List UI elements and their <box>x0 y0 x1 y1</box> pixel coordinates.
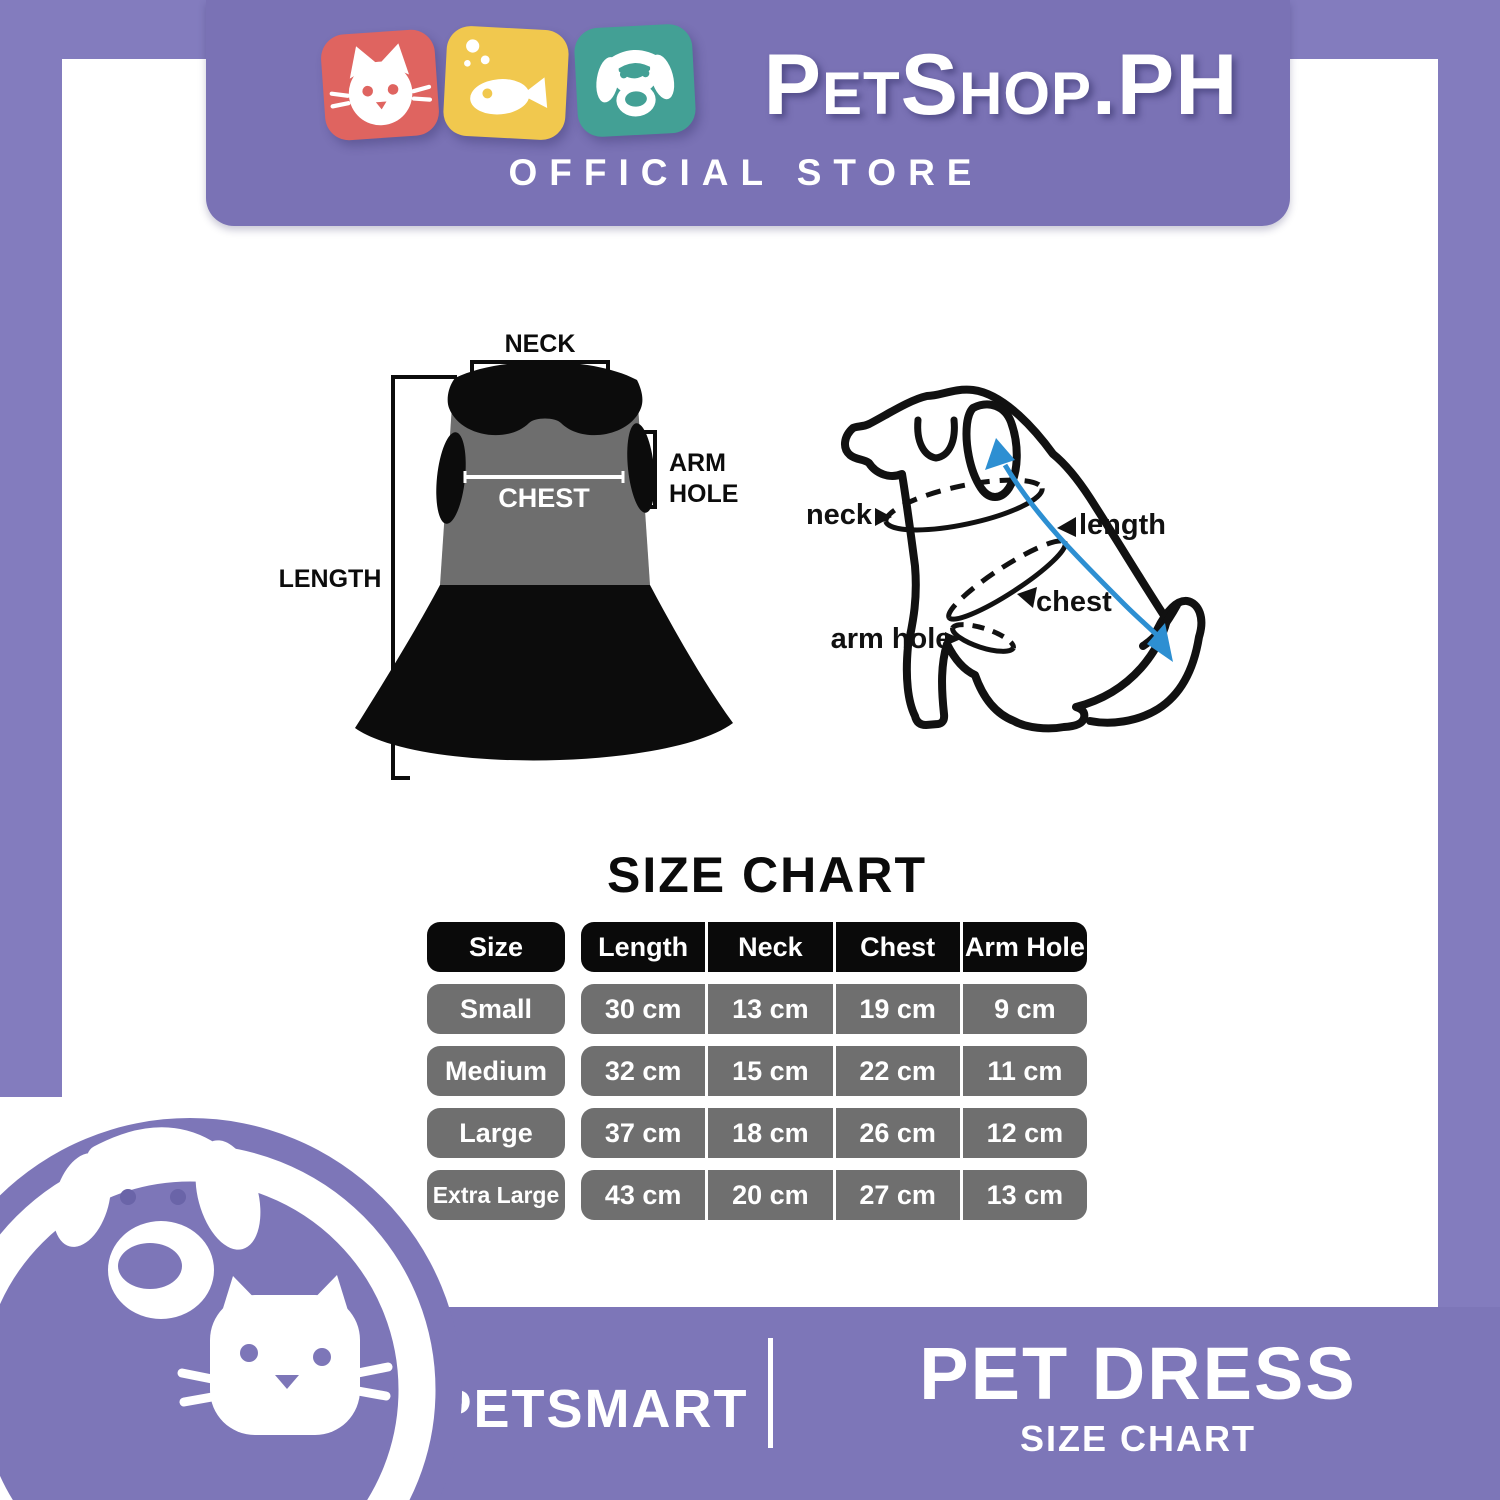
chest-pointer <box>1017 587 1037 608</box>
column-header-neck: Neck <box>705 922 832 972</box>
chest-loop-back <box>946 538 1067 619</box>
logo-dog-face <box>53 1127 261 1319</box>
dog-chest-label: chest <box>1036 586 1112 618</box>
dress-neck-label: NECK <box>505 330 576 358</box>
dress-right-sleeve <box>627 423 655 513</box>
header-banner: PetShop.PH OFFICIAL STORE <box>206 0 1290 226</box>
dress-measurement-diagram: NECK LENGTH ARM HOLE CHEST <box>279 330 738 780</box>
row-values: 37 cm 18 cm 26 cm 12 cm <box>581 1108 1087 1158</box>
table-row-small: Small 30 cm 13 cm 19 cm 9 cm <box>427 984 1087 1034</box>
cell-chest: 26 cm <box>832 1108 960 1158</box>
row-label: Large <box>427 1108 565 1158</box>
length-arrowhead-bottom <box>1147 623 1173 662</box>
fish-icon <box>442 24 570 142</box>
dress-collar <box>447 361 643 436</box>
dog-inner-ear <box>914 416 958 462</box>
arm-hole-loop-back <box>950 622 1016 649</box>
column-header-chest: Chest <box>832 922 960 972</box>
row-label: Medium <box>427 1046 565 1096</box>
cell-neck: 13 cm <box>705 984 832 1034</box>
row-label: Small <box>427 984 565 1034</box>
row-values: 30 cm 13 cm 19 cm 9 cm <box>581 984 1087 1034</box>
footer-store-name: PETSMART <box>435 1379 749 1439</box>
dress-arm-label-2: HOLE <box>669 480 738 508</box>
row-values: 32 cm 15 cm 22 cm 11 cm <box>581 1046 1087 1096</box>
dress-bodice <box>440 405 650 585</box>
row-values: 43 cm 20 cm 27 cm 13 cm <box>581 1170 1087 1220</box>
size-chart-title: SIZE CHART <box>607 847 927 903</box>
cell-neck: 20 cm <box>705 1170 832 1220</box>
arm-hole-pointer <box>945 632 961 646</box>
logo-cat-face <box>177 1275 393 1435</box>
dress-chest-label: CHEST <box>498 483 590 513</box>
brand-logo-text: PetShop.PH <box>763 37 1239 133</box>
column-header-size: Size <box>427 922 565 972</box>
neck-loop-front <box>883 488 1045 533</box>
table-header-row: Size Length Neck Chest Arm Hole <box>427 922 1087 972</box>
neck-loop-back <box>883 477 1045 522</box>
length-pointer <box>1057 517 1076 537</box>
neck-pointer <box>875 508 892 526</box>
row-label: Extra Large <box>427 1170 565 1220</box>
cell-neck: 15 cm <box>705 1046 832 1096</box>
length-arrow-curve <box>1002 463 1163 641</box>
cell-chest: 27 cm <box>832 1170 960 1220</box>
header-measure-group: Length Neck Chest Arm Hole <box>581 922 1087 972</box>
table-row-extra-large: Extra Large 43 cm 20 cm 27 cm 13 cm <box>427 1170 1087 1220</box>
dog-neck-label: neck <box>806 499 873 531</box>
dog-length-label: length <box>1079 509 1166 541</box>
cell-arm-hole: 9 cm <box>959 984 1087 1034</box>
brand-tagline: OFFICIAL STORE <box>508 152 984 193</box>
column-header-length: Length <box>598 931 689 962</box>
table-row-large: Large 37 cm 18 cm 26 cm 12 cm <box>427 1108 1087 1158</box>
content-sheet <box>62 59 1438 1307</box>
dog-tail <box>1086 596 1206 727</box>
cell-length: 43 cm <box>604 1179 682 1210</box>
dog-body-outline <box>841 385 1171 733</box>
dog-arm-hole-label: arm hole <box>831 623 952 655</box>
cell-arm-hole: 11 cm <box>959 1046 1087 1096</box>
cell-arm-hole: 12 cm <box>959 1108 1087 1158</box>
footer-product-subtitle: SIZE CHART <box>1020 1418 1256 1459</box>
cell-length: 32 cm <box>604 1055 682 1086</box>
dog-icon <box>573 22 697 139</box>
size-chart-table: Size Length Neck Chest Arm Hole Small 30… <box>427 922 1087 1232</box>
length-bracket <box>391 375 457 780</box>
length-arrowhead-top <box>985 438 1015 470</box>
cell-neck: 18 cm <box>705 1108 832 1158</box>
logo-ring <box>0 1144 436 1500</box>
footer-divider <box>768 1338 773 1448</box>
cell-chest: 19 cm <box>832 984 960 1034</box>
dress-arm-label-1: ARM <box>669 449 726 477</box>
cell-chest: 22 cm <box>832 1046 960 1096</box>
column-header-arm-hole: Arm Hole <box>959 922 1087 972</box>
table-row-medium: Medium 32 cm 15 cm 22 cm 11 cm <box>427 1046 1087 1096</box>
cell-length: 37 cm <box>604 1117 682 1148</box>
pets-circle-logo <box>0 1118 462 1500</box>
dress-length-label: LENGTH <box>279 565 382 593</box>
dress-left-sleeve <box>436 432 466 524</box>
arm-hole-loop-front <box>950 627 1016 654</box>
cell-arm-hole: 13 cm <box>959 1170 1087 1220</box>
dress-skirt <box>355 585 733 761</box>
chest-loop-front <box>947 541 1068 622</box>
footer-product-name: PET DRESS <box>919 1332 1357 1415</box>
dog-measurement-diagram: neck length chest arm hole <box>806 385 1206 733</box>
cat-icon <box>319 28 441 142</box>
cell-length: 30 cm <box>604 993 682 1024</box>
